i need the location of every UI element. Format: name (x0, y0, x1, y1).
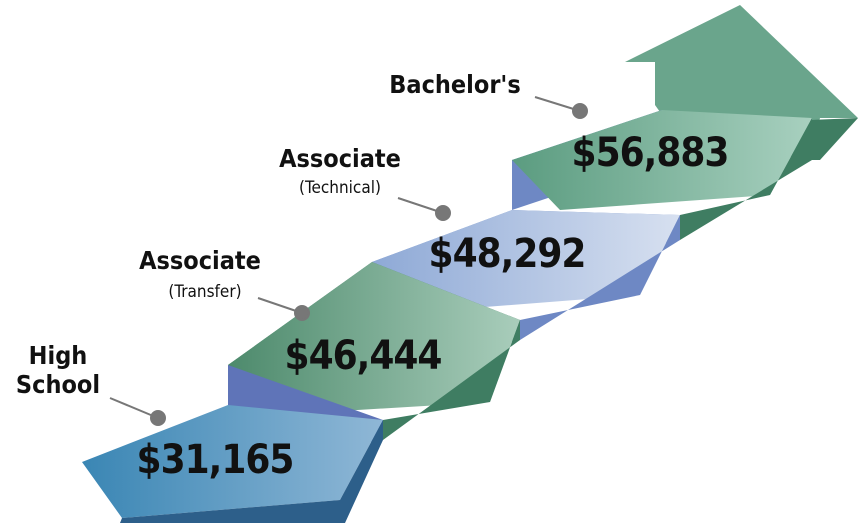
step-side (520, 215, 680, 340)
arrow-side (810, 118, 858, 160)
step-value: $48,292 (429, 231, 586, 277)
step-value: $46,444 (285, 333, 442, 379)
leader-dot (435, 205, 451, 221)
step-sublabel: (Technical) (299, 178, 381, 198)
step-top (228, 262, 520, 415)
step-value: $31,165 (137, 437, 294, 483)
step-label: High (29, 341, 88, 370)
step-side (383, 320, 520, 440)
step-top (512, 110, 812, 210)
leader-dot (572, 103, 588, 119)
step-top (82, 405, 383, 518)
step-label: Associate (139, 246, 261, 275)
step-label: School (16, 370, 100, 399)
step-value: $56,883 (572, 130, 729, 176)
stairs (82, 5, 858, 523)
leader-dot (150, 410, 166, 426)
leaders (109, 96, 588, 426)
leader-line (109, 397, 159, 419)
step-side (680, 118, 812, 240)
leader-dot (294, 305, 310, 321)
step-top (372, 210, 680, 312)
step-sublabel: (Transfer) (168, 282, 241, 302)
step-label: Bachelor's (389, 70, 520, 99)
step-label: Associate (279, 144, 401, 173)
